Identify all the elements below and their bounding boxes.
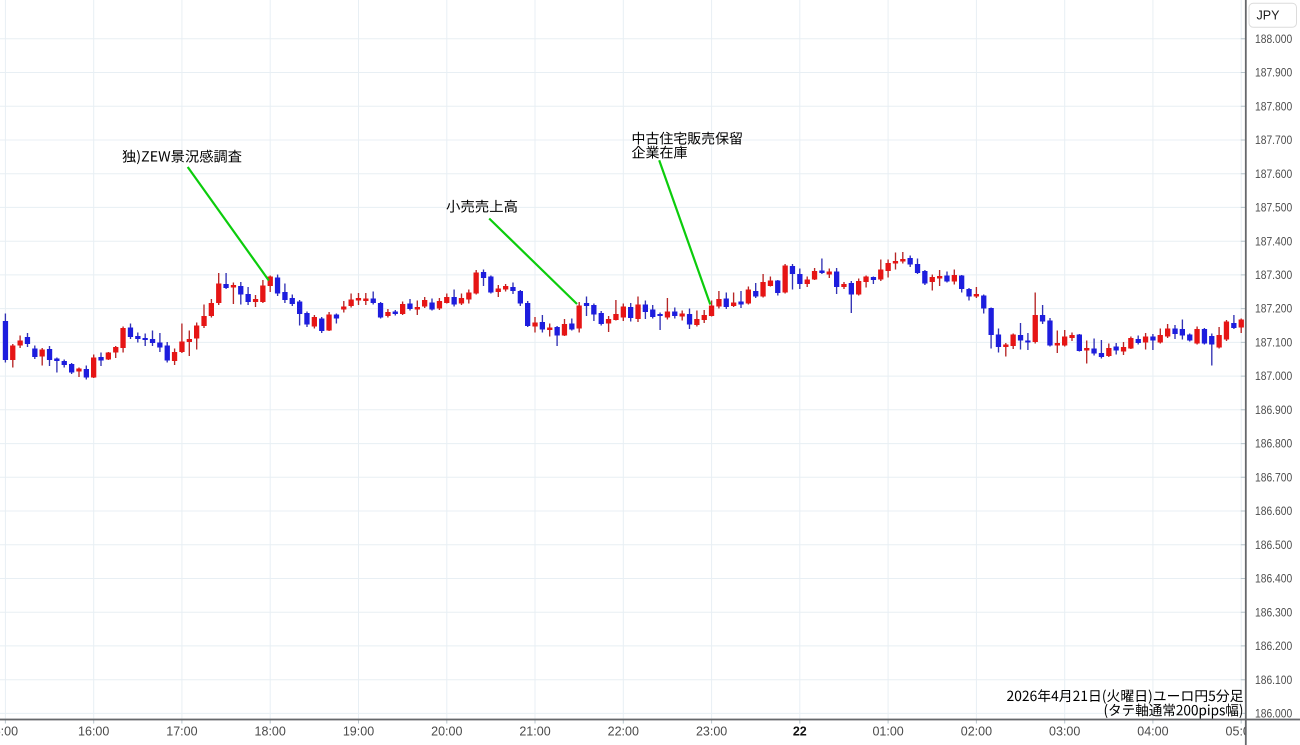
svg-text:186.800: 186.800 xyxy=(1255,439,1292,451)
svg-text:JPY: JPY xyxy=(1257,9,1281,23)
svg-text:187.800: 187.800 xyxy=(1255,101,1292,113)
svg-text:186.200: 186.200 xyxy=(1255,641,1292,653)
svg-text:187.400: 187.400 xyxy=(1255,236,1292,248)
svg-text:21:00: 21:00 xyxy=(519,725,550,739)
svg-text:186.600: 186.600 xyxy=(1255,506,1292,518)
svg-text:19:00: 19:00 xyxy=(343,725,374,739)
svg-text:18:00: 18:00 xyxy=(255,725,286,739)
svg-text:186.900: 186.900 xyxy=(1255,405,1292,417)
svg-text:186.400: 186.400 xyxy=(1255,574,1292,586)
svg-text:23:00: 23:00 xyxy=(696,725,727,739)
svg-text:186.500: 186.500 xyxy=(1255,540,1292,552)
svg-text:186.000: 186.000 xyxy=(1255,709,1292,721)
svg-text:186.300: 186.300 xyxy=(1255,607,1292,619)
svg-text:187.600: 187.600 xyxy=(1255,169,1292,181)
svg-text:22: 22 xyxy=(793,725,807,739)
svg-text:187.300: 187.300 xyxy=(1255,270,1292,282)
svg-text:04:00: 04:00 xyxy=(1137,725,1168,739)
svg-text:187.900: 187.900 xyxy=(1255,68,1292,80)
svg-text:03:00: 03:00 xyxy=(1049,725,1080,739)
svg-text:17:00: 17:00 xyxy=(166,725,197,739)
svg-text:187.000: 187.000 xyxy=(1255,371,1292,383)
svg-text:22:00: 22:00 xyxy=(608,725,639,739)
svg-text:188.000: 188.000 xyxy=(1255,34,1292,46)
svg-text:02:00: 02:00 xyxy=(961,725,992,739)
svg-text:01:00: 01:00 xyxy=(872,725,903,739)
svg-text:20:00: 20:00 xyxy=(431,725,462,739)
svg-text:187.700: 187.700 xyxy=(1255,135,1292,147)
svg-text:16:00: 16:00 xyxy=(78,725,109,739)
svg-text:186.700: 186.700 xyxy=(1255,472,1292,484)
svg-text:15:00: 15:00 xyxy=(0,725,18,739)
svg-text:187.500: 187.500 xyxy=(1255,203,1292,215)
svg-text:186.100: 186.100 xyxy=(1255,675,1292,687)
svg-text:187.100: 187.100 xyxy=(1255,338,1292,350)
svg-text:05:00: 05:00 xyxy=(1226,725,1257,739)
svg-text:187.200: 187.200 xyxy=(1255,304,1292,316)
